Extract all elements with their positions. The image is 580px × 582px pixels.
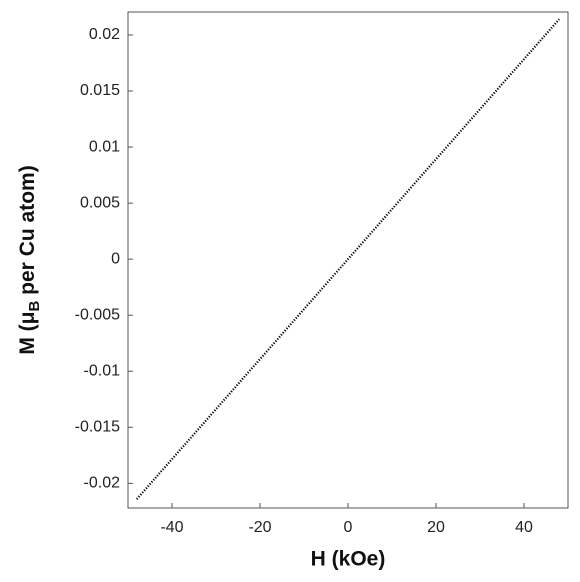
y-title-subscript: B (26, 301, 43, 312)
y-tick-label: -0.01 (84, 362, 121, 379)
y-tick-label: -0.02 (84, 475, 121, 492)
x-tick-label: 40 (515, 519, 533, 536)
x-tick-label: 20 (427, 519, 445, 536)
x-axis-title: H (kOe) (311, 548, 386, 571)
y-tick-label: 0 (111, 250, 120, 267)
y-tick-label: 0.015 (80, 82, 120, 99)
y-tick-label: 0.01 (89, 138, 120, 155)
x-tick-label: -20 (248, 519, 271, 536)
x-tick-label: -40 (160, 519, 183, 536)
y-tick-label: 0.02 (89, 26, 120, 43)
y-tick-label: 0.005 (80, 194, 120, 211)
y-title-rest: per Cu atom) (16, 165, 39, 300)
y-title-main: M (μ (16, 312, 39, 355)
x-tick-label: 0 (344, 519, 353, 536)
y-axis-title: M (μB per Cu atom) (16, 165, 43, 354)
y-tick-label: -0.015 (75, 419, 120, 436)
data-line (135, 18, 561, 500)
y-tick-label: -0.005 (75, 306, 120, 323)
